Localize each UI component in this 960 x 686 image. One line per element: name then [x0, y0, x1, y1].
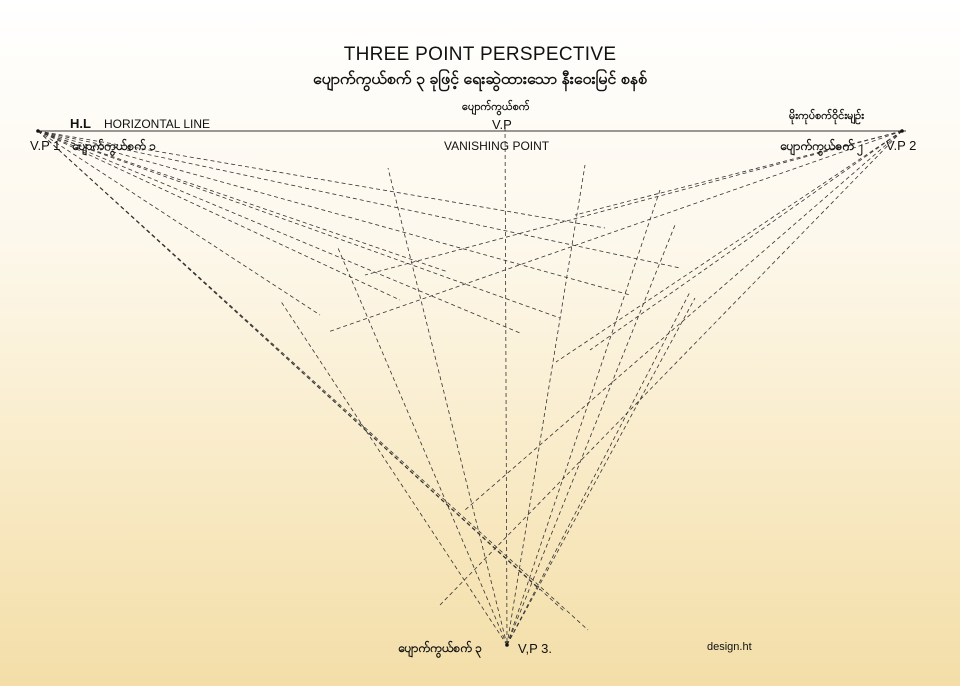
- vp3-point: [505, 643, 509, 647]
- vp1-converging-line: [37, 130, 606, 229]
- vp1-burmese-label: ပျောက်ကွယ်စက် ၁: [72, 139, 156, 153]
- vp2-converging-line: [555, 130, 903, 363]
- diagram-title: THREE POINT PERSPECTIVE: [343, 44, 617, 65]
- vp3-converging-line: [337, 247, 508, 646]
- vp1-converging-line: [37, 130, 541, 591]
- vp3-converging-line: [506, 189, 661, 646]
- vanishing-point-label: VANISHING POINT: [444, 139, 550, 153]
- vp2-point: [900, 129, 904, 133]
- vp2-converging-line: [574, 130, 903, 216]
- credit-label: design.ht: [707, 641, 752, 653]
- vp3-converging-line: [506, 291, 691, 646]
- center-vertical-line: [504, 119, 508, 646]
- vp3-burmese-label: ပျောက်ကွယ်စက် ၃: [398, 641, 482, 655]
- vp1-converging-line: [37, 130, 401, 301]
- horizontal-line-label: HORIZONTAL LINE: [104, 117, 211, 131]
- vp1-converging-line: [37, 130, 321, 316]
- vp3-converging-line: [387, 167, 508, 646]
- hl-short-label: H.L: [70, 116, 91, 131]
- horizon-burmese-label: မိုးကုပ်စက်ဝိုင်းမျဉ်း: [789, 110, 865, 122]
- vp-top-burmese-label: ပျောက်ကွယ်စက်: [462, 101, 530, 113]
- vp2-converging-line: [439, 130, 903, 606]
- vp1-converging-line: [37, 130, 681, 269]
- diagram-subtitle: ပျောက်ကွယ်စက် ၃ ခုဖြင့် ရေးဆွဲထားသော နီး…: [312, 71, 648, 88]
- vp1-label: V.P 1: [30, 138, 61, 153]
- vp3-label: V,P 3.: [518, 641, 552, 656]
- vp1-converging-line: [37, 130, 631, 296]
- vp-top-label: V.P: [492, 117, 512, 132]
- vp2-label: V.P 2: [886, 138, 917, 153]
- vp3-converging-line: [506, 224, 676, 646]
- vp2-converging-line: [589, 130, 903, 351]
- vp3-converging-line: [506, 164, 586, 646]
- vp1-converging-line: [37, 130, 521, 334]
- vp1-converging-line: [37, 130, 566, 613]
- vp2-converging-line: [464, 130, 903, 511]
- vp1-converging-line: [37, 130, 449, 273]
- vp1-point: [36, 129, 40, 133]
- vp1-converging-line: [37, 130, 561, 319]
- vp2-converging-line: [364, 130, 903, 276]
- vp2-converging-line: [327, 130, 903, 333]
- vp3-converging-line: [279, 299, 508, 646]
- vp3-converging-line: [506, 297, 696, 646]
- vp2-burmese-label: ပျောက်ကွယ်စက် ၂: [780, 139, 864, 153]
- vp1-converging-line: [37, 130, 589, 631]
